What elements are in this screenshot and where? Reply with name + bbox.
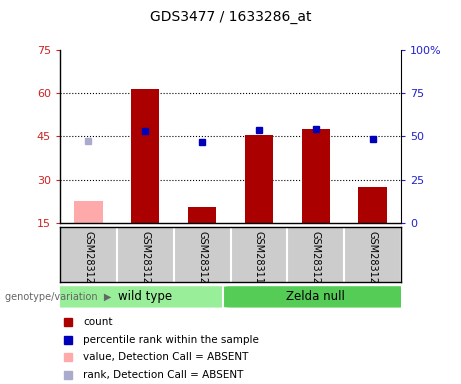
Bar [74, 201, 102, 223]
Text: wild type: wild type [118, 290, 172, 303]
FancyBboxPatch shape [53, 285, 238, 309]
Text: GSM283121: GSM283121 [367, 231, 378, 290]
Text: GDS3477 / 1633286_at: GDS3477 / 1633286_at [150, 10, 311, 23]
Text: GSM283123: GSM283123 [140, 231, 150, 290]
Bar [358, 187, 387, 223]
Text: rank, Detection Call = ABSENT: rank, Detection Call = ABSENT [83, 370, 244, 380]
Bar [188, 207, 216, 223]
Bar [301, 129, 330, 223]
Text: percentile rank within the sample: percentile rank within the sample [83, 334, 260, 344]
Text: value, Detection Call = ABSENT: value, Detection Call = ABSENT [83, 353, 249, 362]
Bar [245, 135, 273, 223]
Text: GSM283119: GSM283119 [254, 231, 264, 290]
Text: GSM283124: GSM283124 [197, 231, 207, 290]
Text: genotype/variation  ▶: genotype/variation ▶ [5, 291, 111, 302]
Text: Zelda null: Zelda null [286, 290, 345, 303]
Text: GSM283122: GSM283122 [83, 231, 94, 290]
Bar [131, 89, 160, 223]
Text: GSM283120: GSM283120 [311, 231, 321, 290]
Text: count: count [83, 317, 113, 327]
FancyBboxPatch shape [223, 285, 408, 309]
